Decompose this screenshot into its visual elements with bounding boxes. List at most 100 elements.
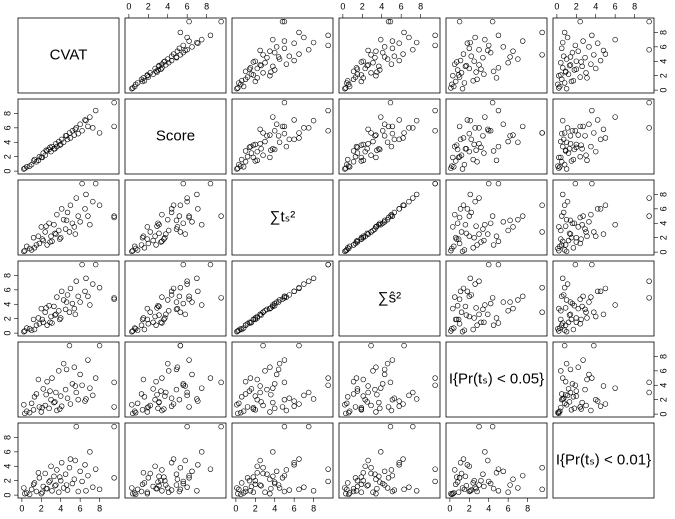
point: [239, 394, 245, 400]
point: [485, 311, 491, 318]
point: [257, 389, 263, 396]
point: [346, 491, 352, 498]
point: [170, 401, 177, 407]
point: [47, 239, 53, 245]
point: [301, 34, 307, 41]
point: [569, 128, 576, 134]
point: [310, 488, 317, 494]
point: [182, 311, 188, 318]
point: [343, 247, 349, 254]
point: [184, 198, 190, 205]
point: [72, 457, 78, 464]
point: [495, 320, 502, 326]
point: [350, 488, 357, 495]
point: [515, 297, 521, 303]
point: [42, 229, 48, 235]
point: [381, 482, 388, 488]
point: [588, 407, 594, 414]
point: [456, 123, 463, 130]
point: [570, 78, 577, 84]
point: [35, 376, 42, 383]
point: [493, 233, 500, 239]
point: [453, 316, 460, 323]
point: [177, 309, 184, 315]
y-tick-label: 8: [2, 273, 12, 278]
point: [473, 485, 479, 492]
point: [79, 180, 85, 187]
point: [558, 368, 564, 374]
point: [466, 233, 473, 239]
point: [612, 302, 618, 308]
point: [466, 313, 473, 320]
point: [325, 261, 331, 268]
point: [562, 305, 569, 311]
point: [372, 471, 378, 477]
point: [561, 327, 568, 333]
point: [368, 402, 374, 409]
point: [466, 130, 473, 137]
point: [54, 467, 60, 473]
point: [365, 389, 371, 396]
point: [565, 237, 572, 244]
point: [180, 180, 186, 187]
point: [130, 410, 136, 417]
point: [584, 315, 590, 321]
point: [490, 242, 497, 248]
point: [559, 213, 565, 219]
point: [457, 57, 464, 64]
point: [343, 410, 349, 417]
point: [156, 62, 162, 69]
point: [486, 42, 492, 49]
point: [156, 399, 162, 405]
variable-label: ∑ŝ²: [378, 289, 401, 306]
point: [600, 231, 607, 237]
point: [254, 148, 260, 155]
point: [345, 156, 351, 163]
point: [539, 309, 545, 315]
point: [471, 141, 477, 148]
point: [140, 376, 147, 383]
y-tick-label: 4: [2, 140, 12, 145]
point: [239, 156, 245, 163]
point: [291, 57, 297, 64]
point: [291, 136, 297, 143]
panel-frame: [445, 260, 548, 337]
point: [53, 311, 59, 318]
point: [46, 220, 52, 226]
point: [184, 423, 190, 430]
point: [354, 388, 361, 394]
point: [247, 143, 254, 150]
point: [48, 313, 54, 320]
point: [461, 247, 468, 253]
point: [589, 375, 595, 381]
point: [449, 491, 455, 498]
x-tick-label: 8: [418, 1, 423, 11]
point: [600, 311, 607, 318]
point: [83, 488, 89, 494]
point: [510, 305, 516, 312]
point: [31, 245, 38, 251]
point: [573, 315, 580, 321]
point: [493, 157, 500, 163]
point: [235, 410, 241, 417]
point: [493, 315, 500, 321]
point: [129, 248, 135, 255]
y-tick-label: 6: [2, 125, 12, 130]
point: [129, 402, 135, 408]
point: [252, 477, 259, 484]
point: [35, 315, 42, 321]
point: [354, 477, 361, 484]
point: [325, 478, 331, 485]
point: [155, 479, 161, 485]
point: [612, 36, 618, 43]
point: [207, 261, 214, 268]
panel-frame: [17, 260, 120, 337]
point: [257, 482, 263, 488]
point: [539, 52, 545, 58]
point: [291, 398, 297, 404]
point: [561, 342, 568, 349]
point: [370, 368, 376, 374]
point: [396, 40, 402, 46]
point: [450, 72, 456, 79]
point: [177, 486, 184, 493]
